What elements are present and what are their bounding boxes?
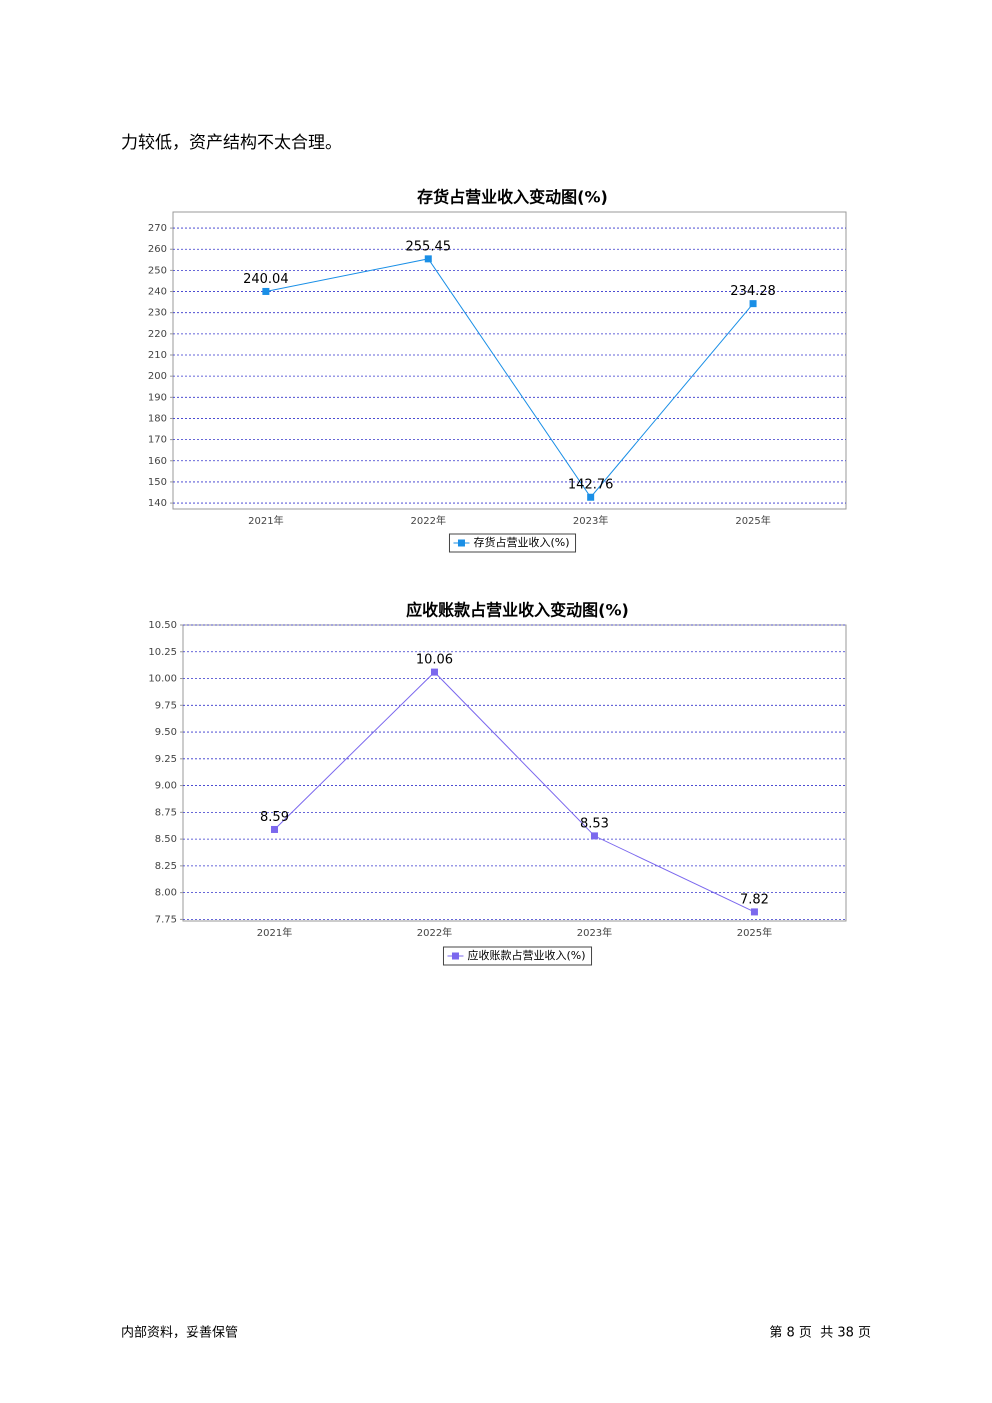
y-tick-label: 200 [148, 371, 167, 382]
y-tick-label: 220 [148, 329, 167, 340]
y-tick-label: 7.75 [155, 914, 177, 925]
legend-label: 应收账款占营业收入(%) [467, 948, 585, 962]
plot-area [182, 624, 847, 922]
data-label: 10.06 [416, 653, 453, 668]
y-tick-label: 270 [148, 223, 167, 234]
y-tick-label: 8.00 [155, 888, 177, 899]
data-point [424, 255, 432, 263]
x-tick-label: 2021年 [257, 926, 292, 939]
body-text: 力较低，资产结构不太合理。 [121, 133, 342, 153]
x-tick-label: 2022年 [411, 514, 446, 527]
y-tick-label: 260 [148, 244, 167, 255]
y-tick-label: 250 [148, 265, 167, 276]
data-point [430, 668, 438, 676]
data-point [262, 287, 270, 295]
data-label: 7.82 [740, 892, 769, 907]
data-point [587, 493, 595, 501]
y-tick-label: 8.75 [155, 807, 177, 818]
legend-marker [451, 952, 459, 960]
data-label: 142.76 [568, 478, 614, 493]
legend-box [442, 946, 593, 966]
y-tick-label: 9.75 [155, 700, 177, 711]
y-tick-label: 9.00 [155, 781, 177, 792]
x-tick-label: 2022年 [417, 926, 452, 939]
data-label: 240.04 [243, 272, 289, 287]
chart-title: 应收账款占营业收入变动图(%) [406, 601, 629, 620]
y-tick-label: 150 [148, 477, 167, 488]
legend-label: 存货占营业收入(%) [473, 535, 569, 549]
data-point [590, 832, 598, 840]
y-tick-label: 190 [148, 392, 167, 403]
legend-box [448, 533, 577, 553]
y-tick-label: 9.50 [155, 727, 177, 738]
chart-title: 存货占营业收入变动图(%) [417, 188, 608, 207]
series-line [265, 258, 754, 499]
x-tick-label: 2023年 [573, 514, 608, 527]
footer-right: 第 8 页 共 38 页 [769, 1326, 871, 1341]
x-tick-label: 2021年 [248, 514, 283, 527]
data-label: 8.59 [260, 810, 289, 825]
y-tick-label: 10.00 [148, 674, 177, 685]
legend-marker [457, 539, 465, 547]
series-line [274, 671, 755, 913]
data-point [270, 825, 278, 833]
footer-left: 内部资料，妥善保管 [121, 1325, 238, 1341]
data-label: 255.45 [406, 239, 452, 254]
data-label: 234.28 [730, 284, 776, 299]
y-tick-label: 10.50 [148, 620, 177, 631]
data-point [750, 908, 758, 916]
y-tick-label: 10.25 [148, 647, 177, 658]
y-tick-label: 8.25 [155, 861, 177, 872]
y-tick-label: 180 [148, 413, 167, 424]
y-tick-label: 210 [148, 350, 167, 361]
plot-area [172, 211, 847, 510]
x-tick-label: 2025年 [735, 514, 770, 527]
x-tick-label: 2023年 [577, 926, 612, 939]
y-tick-label: 170 [148, 435, 167, 446]
y-tick-label: 240 [148, 287, 167, 298]
data-point [749, 300, 757, 308]
y-tick-label: 230 [148, 308, 167, 319]
x-tick-label: 2025年 [737, 926, 772, 939]
y-tick-label: 160 [148, 456, 167, 467]
y-tick-label: 8.50 [155, 834, 177, 845]
y-tick-label: 140 [148, 498, 167, 509]
y-tick-label: 9.25 [155, 754, 177, 765]
data-label: 8.53 [580, 816, 609, 831]
